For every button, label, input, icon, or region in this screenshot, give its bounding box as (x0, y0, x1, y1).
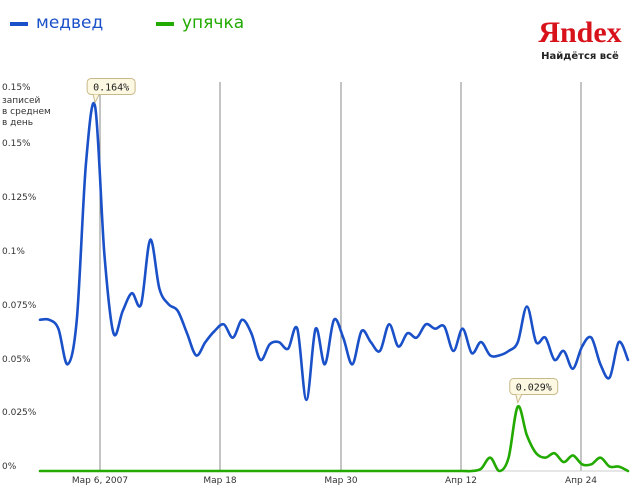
series (38, 102, 630, 473)
x-tick-label: Мар 30 (324, 476, 358, 486)
x-tick-label: Мар 6, 2007 (72, 476, 128, 486)
x-axis-ticks: Мар 6, 2007 Мар 18 Мар 30 Апр 12 Апр 24 (72, 476, 597, 486)
y-tick-label: 0.05% (2, 355, 31, 365)
callout-pointer (92, 94, 100, 104)
legend: медвед упячка (10, 13, 244, 33)
callout-box (509, 378, 559, 396)
y-tick-label: 0.025% (2, 408, 37, 418)
yandex-logo-text: Яndex (538, 16, 621, 49)
y-tick-label: 0.125% (2, 193, 37, 203)
series-line-medved (38, 102, 630, 402)
peak-callout: 0.164% (86, 77, 136, 104)
legend-label-upyachka: упячка (182, 13, 244, 33)
y-unit-label: записей в среднем в день (2, 96, 51, 128)
callout-box (86, 77, 136, 95)
callout-pointer (515, 394, 523, 404)
y-tick-label: 0.15% (2, 83, 31, 93)
callout-label: 0.164% (93, 82, 129, 93)
y-tick-label: 0.075% (2, 301, 37, 311)
legend-label-medved: медвед (36, 13, 103, 33)
y-tick-label: 0% (2, 462, 17, 472)
annotations: 0.164% 0.029% (86, 77, 559, 404)
series-line-upyachka (38, 405, 630, 473)
y-tick-label: 0.15% (2, 139, 31, 149)
y-unit-line-3: в день (2, 118, 33, 128)
x-tick-label: Апр 12 (445, 476, 477, 486)
y-unit-line-2: в среднем (2, 107, 51, 117)
x-tick-label: Мар 18 (203, 476, 237, 486)
y-axis-ticks: 0.15% 0.15% 0.125% 0.1% 0.075% 0.05% 0.025% 0% (2, 83, 37, 472)
x-tick-label: Апр 24 (565, 476, 597, 486)
yandex-logo: Яndex Найдётся всё (538, 16, 621, 62)
callout-label: 0.029% (516, 383, 552, 394)
peak-callout: 0.029% (509, 378, 559, 404)
yandex-tagline: Найдётся всё (541, 50, 619, 62)
y-unit-line-1: записей (2, 96, 41, 106)
y-tick-label: 0.1% (2, 247, 25, 257)
